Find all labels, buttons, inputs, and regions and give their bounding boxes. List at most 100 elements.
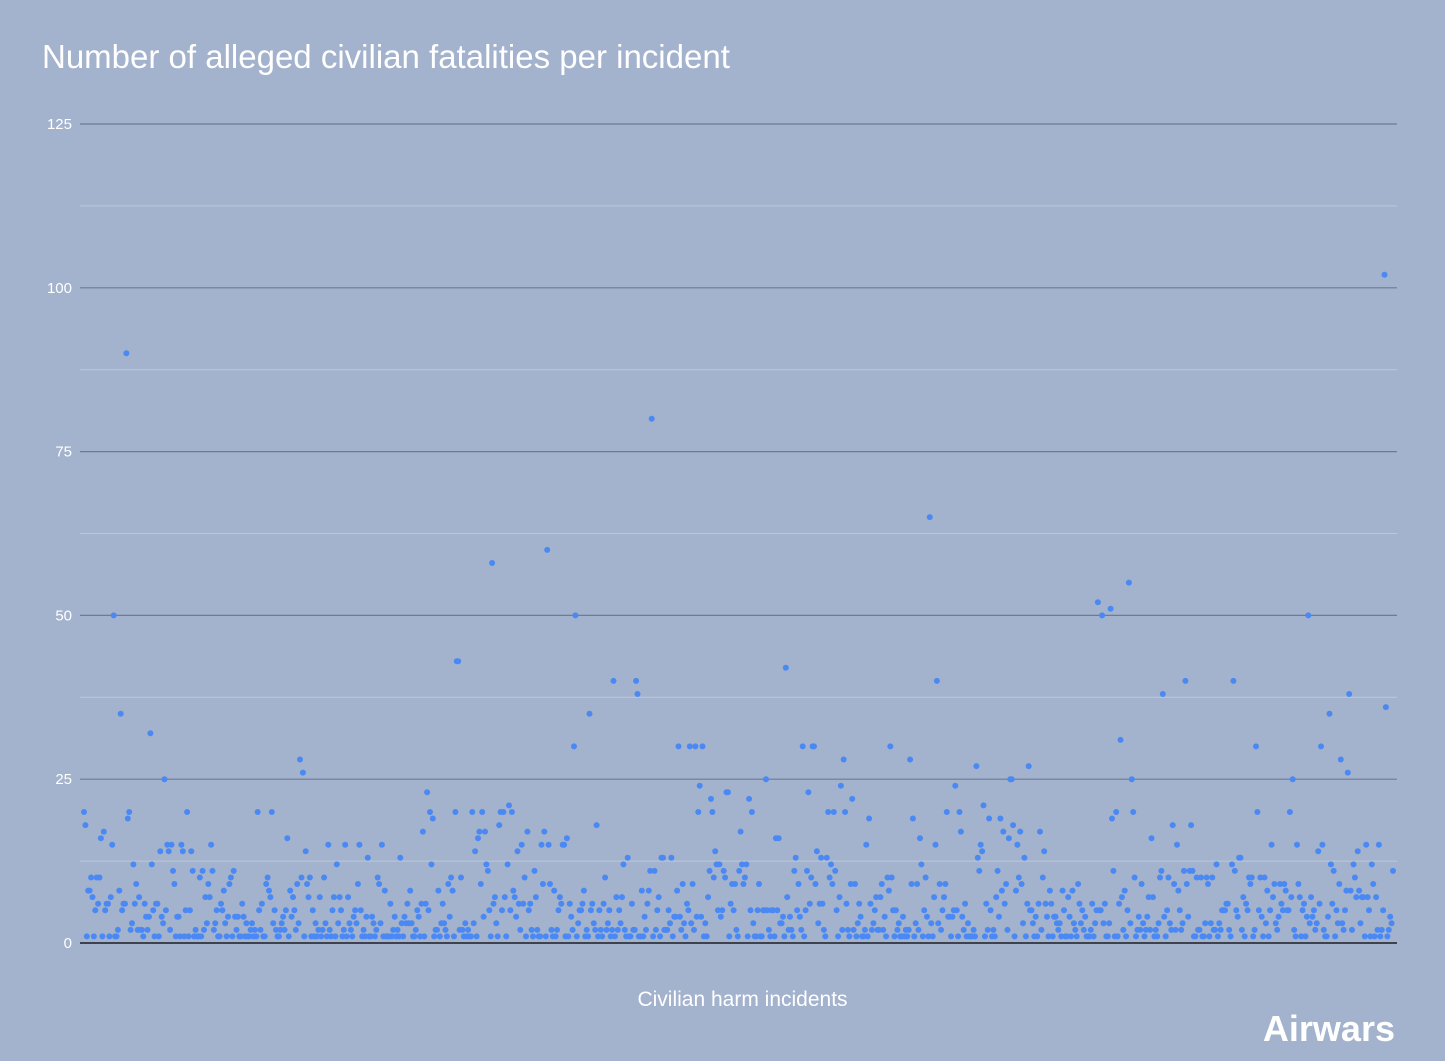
data-point xyxy=(288,913,295,920)
data-point xyxy=(353,920,360,927)
data-point xyxy=(189,867,196,874)
data-point xyxy=(1183,881,1190,887)
data-point xyxy=(796,913,803,920)
data-point xyxy=(295,920,302,927)
data-point xyxy=(928,920,935,927)
data-point xyxy=(918,861,925,868)
data-point xyxy=(352,907,359,914)
data-point xyxy=(1189,867,1196,874)
data-point xyxy=(1353,894,1360,901)
data-point xyxy=(1131,874,1138,881)
data-point xyxy=(1351,874,1358,881)
data-point xyxy=(1382,704,1389,711)
data-point xyxy=(527,900,534,907)
data-point xyxy=(1165,874,1172,881)
data-point xyxy=(1101,900,1108,907)
data-point xyxy=(282,907,289,914)
data-point xyxy=(1015,874,1022,881)
data-point xyxy=(1313,920,1320,927)
data-point xyxy=(1039,874,1046,881)
data-point xyxy=(490,900,497,907)
data-point xyxy=(993,894,1000,901)
data-point xyxy=(750,920,757,927)
data-point xyxy=(328,933,335,940)
data-point xyxy=(124,815,131,822)
data-point xyxy=(1267,907,1274,914)
data-point xyxy=(86,887,93,894)
data-point xyxy=(1298,933,1305,940)
data-point xyxy=(280,913,287,920)
data-point xyxy=(1325,913,1331,920)
data-point xyxy=(155,933,162,940)
data-point xyxy=(828,861,834,868)
data-point xyxy=(1272,920,1279,927)
data-point xyxy=(678,926,685,933)
data-point xyxy=(1193,874,1200,881)
data-point xyxy=(1255,907,1262,914)
data-point xyxy=(185,933,192,940)
data-point xyxy=(1388,920,1395,927)
data-point xyxy=(1172,926,1179,933)
data-point xyxy=(330,894,337,901)
data-point xyxy=(1205,881,1211,887)
data-point xyxy=(835,933,842,940)
data-point xyxy=(127,926,134,933)
data-point xyxy=(634,691,641,697)
data-point xyxy=(740,881,747,887)
data-point xyxy=(919,933,926,940)
data-point xyxy=(170,867,176,874)
data-point xyxy=(541,828,548,835)
data-point xyxy=(1281,881,1288,887)
data-point xyxy=(609,926,616,933)
data-point xyxy=(866,815,873,822)
data-point xyxy=(873,894,880,901)
data-point xyxy=(1117,736,1124,743)
data-point xyxy=(508,809,515,815)
data-point xyxy=(422,900,429,907)
data-point xyxy=(507,907,514,914)
data-point xyxy=(1342,907,1348,914)
data-point xyxy=(600,900,607,907)
data-point xyxy=(716,861,723,868)
data-point xyxy=(929,933,936,940)
data-point xyxy=(1042,900,1049,907)
data-point xyxy=(511,894,518,901)
data-point xyxy=(699,743,706,750)
data-point xyxy=(532,894,539,901)
data-point xyxy=(563,835,570,842)
data-point xyxy=(390,926,397,933)
data-point xyxy=(373,926,380,933)
data-point xyxy=(1076,900,1083,907)
data-point xyxy=(744,933,751,940)
data-point xyxy=(1080,926,1087,933)
data-point xyxy=(251,926,258,933)
y-tick-label: 125 xyxy=(47,116,72,133)
data-point xyxy=(1116,900,1123,907)
data-point xyxy=(1375,841,1382,848)
data-point xyxy=(247,926,254,933)
data-point xyxy=(345,894,352,901)
data-point xyxy=(1142,926,1149,933)
data-point xyxy=(130,861,137,868)
data-point xyxy=(1118,894,1125,901)
data-point xyxy=(1364,894,1371,901)
data-point xyxy=(819,900,826,907)
data-point xyxy=(299,769,306,776)
data-point xyxy=(182,907,189,914)
data-point xyxy=(417,933,424,940)
data-point xyxy=(1294,841,1300,848)
data-point xyxy=(168,841,175,848)
data-point xyxy=(188,848,195,855)
data-point xyxy=(350,913,357,920)
data-point xyxy=(561,841,568,848)
data-point xyxy=(1241,933,1248,940)
data-point xyxy=(885,887,892,894)
data-point xyxy=(298,874,305,881)
data-point xyxy=(219,907,226,914)
data-point xyxy=(147,730,154,737)
data-point xyxy=(647,867,654,874)
data-point xyxy=(1306,920,1313,927)
data-point xyxy=(606,907,613,914)
data-point xyxy=(708,795,714,802)
data-point xyxy=(1158,867,1165,874)
